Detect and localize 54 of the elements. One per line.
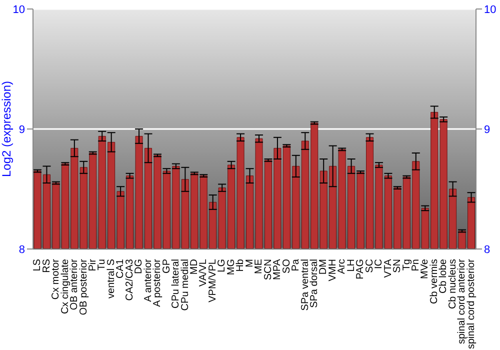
y2-tick-label: 9 bbox=[484, 124, 490, 136]
y-tick-label: 9 bbox=[18, 124, 25, 136]
x-tick-label: Cb vermis bbox=[428, 259, 440, 304]
x-tick-label: LG bbox=[216, 258, 228, 272]
x-tick-label: VA/VL bbox=[198, 258, 210, 287]
x-tick-label: RS bbox=[41, 258, 52, 273]
x-tick-label: SN bbox=[392, 259, 404, 273]
x-tick-label: SC bbox=[364, 259, 376, 273]
x-tick-label: VPM/VPL bbox=[207, 258, 218, 302]
x-tick-label: A anterior bbox=[142, 258, 154, 302]
x-tick-label: Tg bbox=[401, 259, 412, 271]
x-tick-label: CPu medial bbox=[180, 259, 191, 311]
y-tick-label: 10 bbox=[12, 4, 25, 16]
x-tick-label: IC bbox=[374, 259, 385, 269]
x-tick-label: PAG bbox=[355, 258, 366, 280]
x-tick-label: spinal cord posterior bbox=[466, 258, 477, 350]
x-tick-label: SCN bbox=[262, 259, 274, 280]
x-tick-label: SPa dorsal bbox=[308, 259, 320, 308]
x-tick-label: SO bbox=[281, 258, 292, 274]
x-tick-label: spinal cord anterior bbox=[456, 258, 468, 344]
x-tick-label: MPA bbox=[272, 258, 284, 280]
x-tick-label: MG bbox=[226, 258, 237, 276]
x-tick-label: DG bbox=[134, 258, 145, 274]
x-tick-label: VTA bbox=[382, 258, 394, 278]
x-tick-label: LS bbox=[32, 258, 44, 272]
x-tick-label: OB posterior bbox=[78, 258, 90, 316]
y-axis-title: Log2 (expression) bbox=[0, 80, 14, 178]
x-tick-label: Cb nucleus bbox=[447, 259, 458, 310]
x-tick-label: VMH bbox=[327, 259, 338, 282]
x-tick-label: CA2/CA3 bbox=[124, 258, 136, 301]
x-tick-label: GP bbox=[161, 258, 172, 274]
y2-tick-label: 10 bbox=[484, 4, 496, 16]
x-tick-label: M bbox=[244, 259, 256, 268]
x-tick-label: LH bbox=[346, 259, 357, 272]
x-tick-label: Cx cingulate bbox=[60, 258, 71, 314]
y2-tick-label: 8 bbox=[484, 244, 490, 256]
x-tick-label: Tu bbox=[96, 259, 108, 270]
x-tick-label: Pa bbox=[290, 258, 302, 272]
x-tick-label: Pn bbox=[410, 259, 422, 272]
x-tick-label: Cx motor bbox=[50, 258, 62, 300]
x-tick-label: Pir bbox=[87, 258, 98, 272]
x-tick-label: Cb lobe bbox=[438, 258, 450, 294]
x-tick-label: ME bbox=[254, 258, 265, 274]
x-tick-label: CA1 bbox=[115, 258, 126, 278]
x-tick-label: Hb bbox=[235, 258, 246, 272]
x-tick-label: OB anterior bbox=[69, 258, 80, 310]
x-tick-label: Arc bbox=[336, 259, 348, 274]
x-tick-label: A posterior bbox=[152, 258, 164, 307]
x-tick-label: DM bbox=[318, 259, 330, 275]
x-tick-label: CPu lateral bbox=[170, 259, 182, 308]
x-tick-label: SPa ventral bbox=[300, 259, 311, 311]
y-tick-label: 8 bbox=[18, 244, 25, 256]
x-tick-label: MVe bbox=[420, 258, 431, 280]
x-tick-label: ventral S bbox=[106, 258, 117, 298]
